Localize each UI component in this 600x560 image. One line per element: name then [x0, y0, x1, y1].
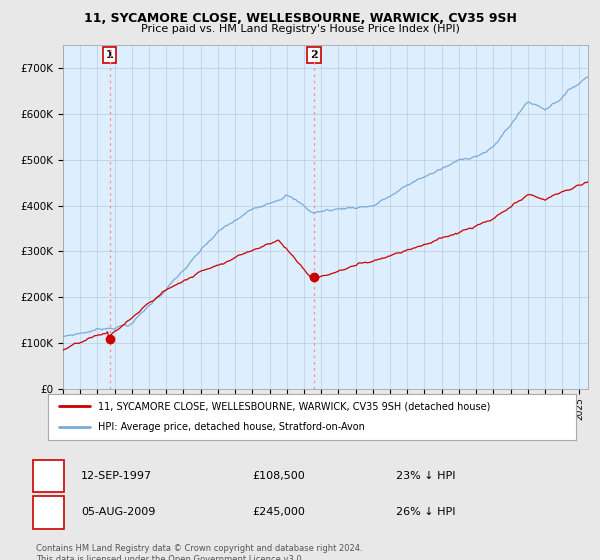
Text: 1: 1 — [106, 50, 113, 60]
Text: £245,000: £245,000 — [252, 507, 305, 517]
Text: 12-SEP-1997: 12-SEP-1997 — [81, 471, 152, 481]
Text: £108,500: £108,500 — [252, 471, 305, 481]
Text: 11, SYCAMORE CLOSE, WELLESBOURNE, WARWICK, CV35 9SH: 11, SYCAMORE CLOSE, WELLESBOURNE, WARWIC… — [83, 12, 517, 25]
Text: 2: 2 — [45, 507, 52, 517]
Text: Price paid vs. HM Land Registry's House Price Index (HPI): Price paid vs. HM Land Registry's House … — [140, 24, 460, 34]
Text: 23% ↓ HPI: 23% ↓ HPI — [396, 471, 455, 481]
Text: 2: 2 — [310, 50, 318, 60]
Text: 11, SYCAMORE CLOSE, WELLESBOURNE, WARWICK, CV35 9SH (detached house): 11, SYCAMORE CLOSE, WELLESBOURNE, WARWIC… — [98, 401, 491, 411]
Text: 1: 1 — [45, 471, 52, 481]
Text: HPI: Average price, detached house, Stratford-on-Avon: HPI: Average price, detached house, Stra… — [98, 422, 365, 432]
Text: 26% ↓ HPI: 26% ↓ HPI — [396, 507, 455, 517]
Text: Contains HM Land Registry data © Crown copyright and database right 2024.
This d: Contains HM Land Registry data © Crown c… — [36, 544, 362, 560]
Text: 05-AUG-2009: 05-AUG-2009 — [81, 507, 155, 517]
